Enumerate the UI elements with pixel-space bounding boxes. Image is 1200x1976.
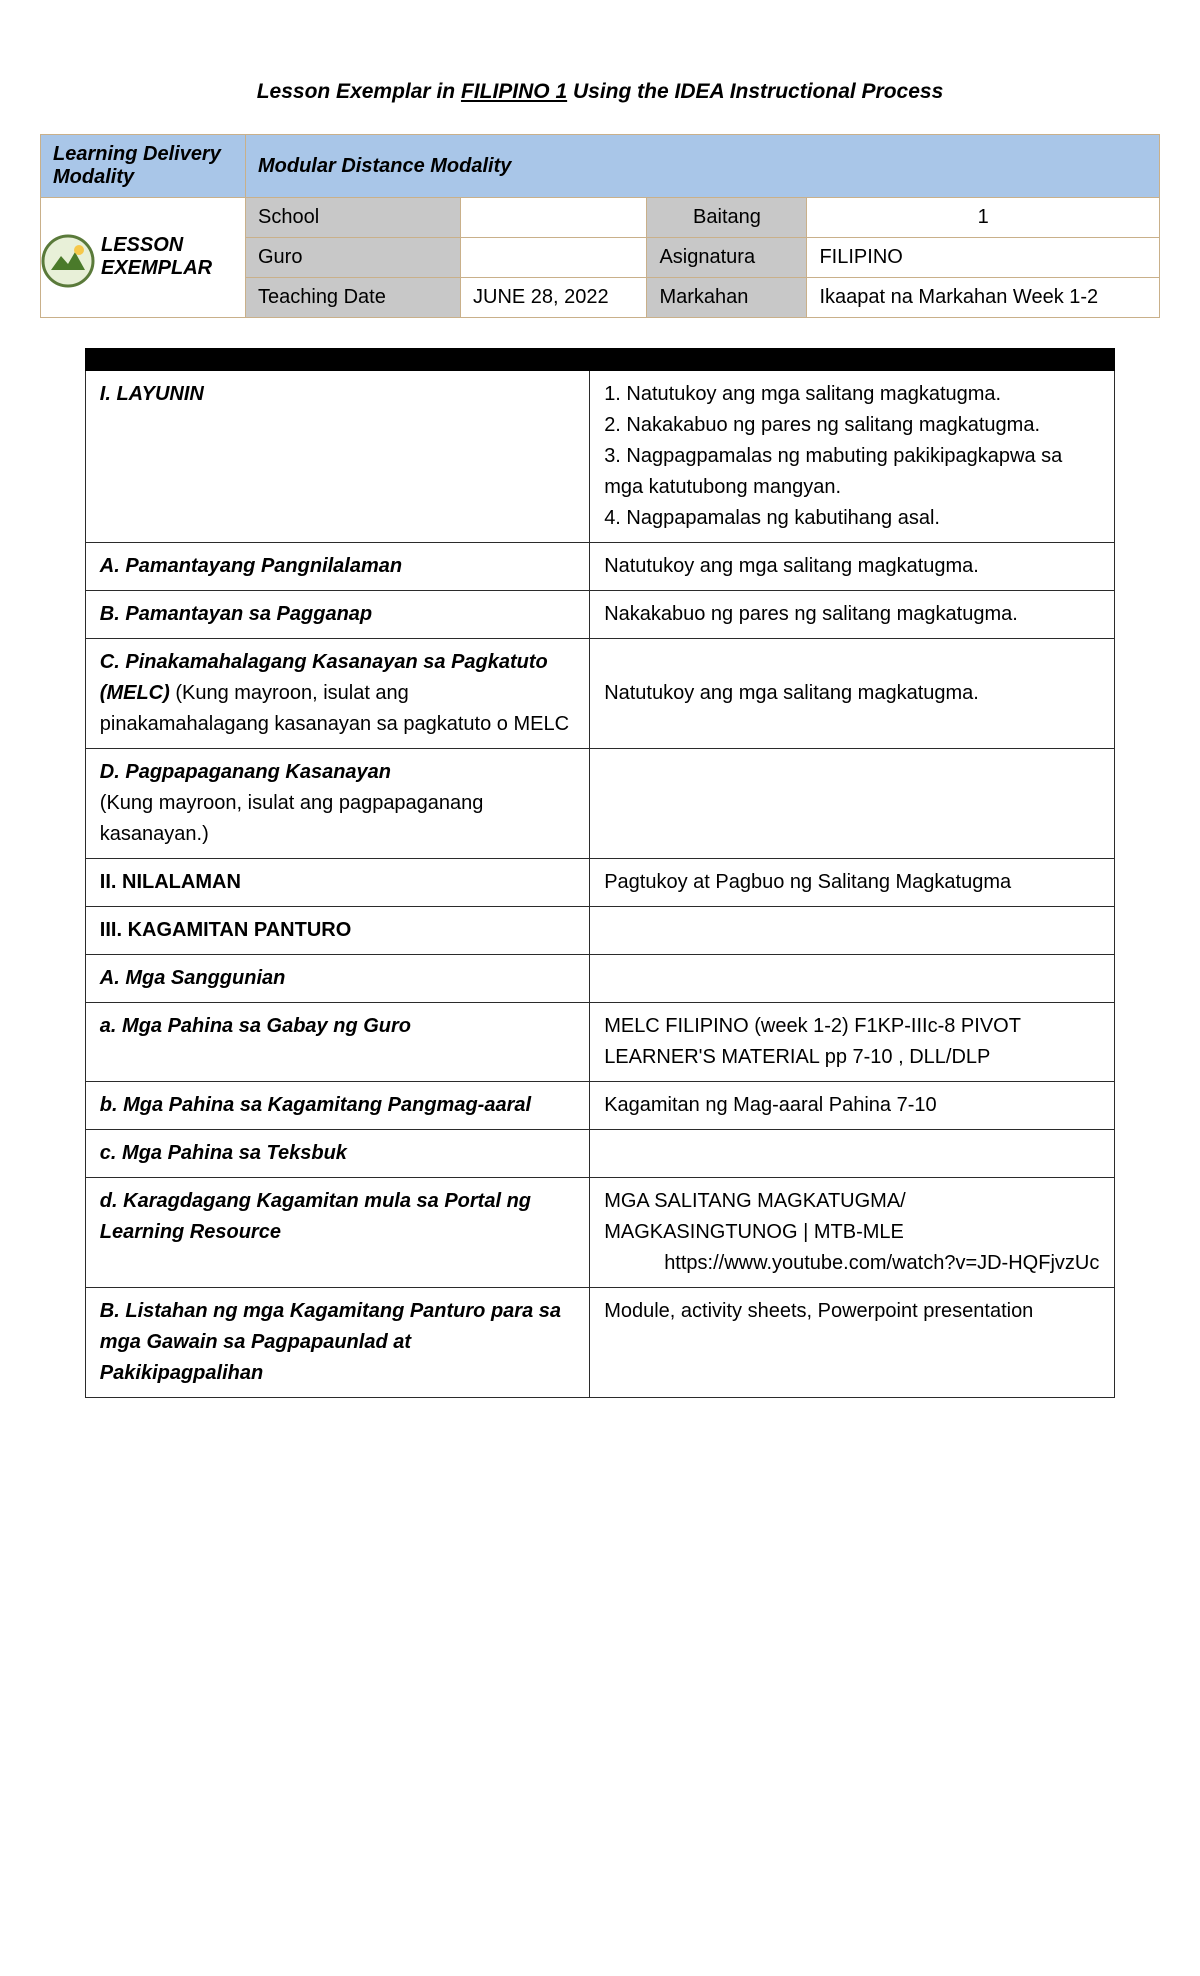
school-logo-icon bbox=[41, 234, 95, 288]
textbook-pages-label: c. Mga Pahina sa Teksbuk bbox=[85, 1130, 589, 1178]
page-title: Lesson Exemplar in FILIPINO 1 Using the … bbox=[40, 80, 1160, 104]
markahan-label: Markahan bbox=[647, 278, 807, 318]
baitang-value: 1 bbox=[807, 198, 1160, 238]
lesson-exemplar-cell: LESSON EXEMPLAR bbox=[41, 198, 246, 318]
guro-label: Guro bbox=[246, 238, 461, 278]
teaching-date-label: Teaching Date bbox=[246, 278, 461, 318]
textbook-pages-value bbox=[590, 1130, 1115, 1178]
lr-portal-value: MGA SALITANG MAGKATUGMA/ MAGKASINGTUNOG … bbox=[590, 1178, 1115, 1288]
materials-list-value: Module, activity sheets, Powerpoint pres… bbox=[590, 1288, 1115, 1398]
guide-pages-value: MELC FILIPINO (week 1-2) F1KP-IIIc-8 PIV… bbox=[590, 1003, 1115, 1082]
materials-list-label: B. Listahan ng mga Kagamitang Panturo pa… bbox=[85, 1288, 589, 1398]
layunin-label: I. LAYUNIN bbox=[85, 371, 589, 543]
melc-value: Natutukoy ang mga salitang magkatugma. bbox=[590, 639, 1115, 749]
content-standard-value: Natutukoy ang mga salitang magkatugma. bbox=[590, 543, 1115, 591]
performance-standard-label: B. Pamantayan sa Pagganap bbox=[85, 591, 589, 639]
modality-value: Modular Distance Modality bbox=[246, 135, 1160, 198]
baitang-label: Baitang bbox=[647, 198, 807, 238]
content-table: I. LAYUNIN 1. Natutukoy ang mga salitang… bbox=[85, 348, 1115, 1398]
black-header-bar bbox=[85, 349, 1114, 371]
learner-pages-value: Kagamitan ng Mag-aaral Pahina 7-10 bbox=[590, 1082, 1115, 1130]
asignatura-value: FILIPINO bbox=[807, 238, 1160, 278]
exemplar-label: LESSON EXEMPLAR bbox=[101, 234, 237, 280]
nilalaman-label: II. NILALAMAN bbox=[85, 859, 589, 907]
lr-portal-link: https://www.youtube.com/watch?v=JD-HQFjv… bbox=[604, 1248, 1100, 1279]
markahan-value: Ikaapat na Markahan Week 1-2 bbox=[807, 278, 1160, 318]
enabling-value bbox=[590, 749, 1115, 859]
layunin-objectives: 1. Natutukoy ang mga salitang magkatugma… bbox=[590, 371, 1115, 543]
sanggunian-value bbox=[590, 955, 1115, 1003]
kagamitan-value bbox=[590, 907, 1115, 955]
title-subject: FILIPINO 1 bbox=[461, 80, 567, 103]
sanggunian-label: A. Mga Sanggunian bbox=[85, 955, 589, 1003]
nilalaman-value: Pagtukoy at Pagbuo ng Salitang Magkatugm… bbox=[590, 859, 1115, 907]
teaching-date-value: JUNE 28, 2022 bbox=[461, 278, 647, 318]
kagamitan-label: III. KAGAMITAN PANTURO bbox=[85, 907, 589, 955]
school-label: School bbox=[246, 198, 461, 238]
guide-pages-label: a. Mga Pahina sa Gabay ng Guro bbox=[85, 1003, 589, 1082]
guro-value bbox=[461, 238, 647, 278]
title-post: Using the IDEA Instructional Process bbox=[567, 80, 943, 103]
melc-label: C. Pinakamahalagang Kasanayan sa Pagkatu… bbox=[85, 639, 589, 749]
lr-portal-label: d. Karagdagang Kagamitan mula sa Portal … bbox=[85, 1178, 589, 1288]
title-pre: Lesson Exemplar in bbox=[257, 80, 461, 103]
header-table: Learning Delivery Modality Modular Dista… bbox=[40, 134, 1160, 318]
school-value bbox=[461, 198, 647, 238]
content-standard-label: A. Pamantayang Pangnilalaman bbox=[85, 543, 589, 591]
asignatura-label: Asignatura bbox=[647, 238, 807, 278]
learner-pages-label: b. Mga Pahina sa Kagamitang Pangmag-aara… bbox=[85, 1082, 589, 1130]
enabling-label: D. Pagpapaganang Kasanayan(Kung mayroon,… bbox=[85, 749, 589, 859]
modality-label: Learning Delivery Modality bbox=[41, 135, 246, 198]
performance-standard-value: Nakakabuo ng pares ng salitang magkatugm… bbox=[590, 591, 1115, 639]
